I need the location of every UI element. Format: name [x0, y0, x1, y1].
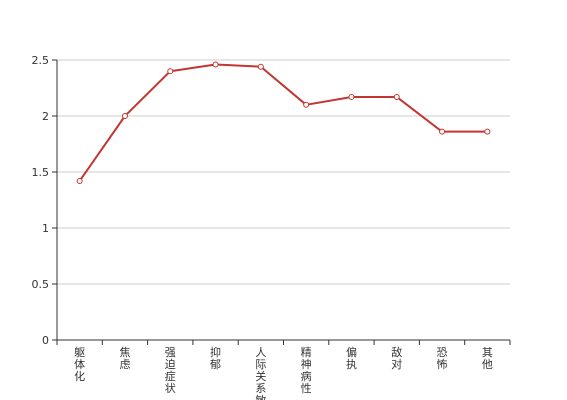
data-point[interactable] [393, 93, 400, 100]
x-category-label: 其他 [482, 346, 493, 371]
data-point[interactable] [121, 113, 128, 119]
x-tick-marks [56, 340, 511, 345]
x-category-label: 恐怖 [437, 346, 448, 371]
data-point[interactable] [348, 93, 355, 100]
y-tick-label: 0.5 [32, 278, 50, 291]
series [76, 61, 491, 184]
y-tick-label: 2 [42, 110, 49, 123]
data-point[interactable] [484, 128, 491, 135]
x-category-label: 抑郁 [210, 345, 221, 371]
grid-lines [52, 59, 510, 341]
data-point[interactable] [257, 63, 264, 70]
x-category-labels: 躯体化 焦虑 强迫症状 抑郁 人际关系敏感 精神病性 偏执 敌对 恐怖 其他 [74, 345, 493, 400]
y-tick-label: 0 [42, 334, 49, 347]
data-point[interactable] [439, 128, 446, 135]
x-category-label: 敌对 [391, 345, 402, 371]
x-category-label: 强迫症状 [165, 346, 176, 395]
x-category-label: 人际关系敏感 [255, 346, 266, 400]
series-line [78, 63, 488, 182]
x-category-label: 偏执 [346, 345, 357, 371]
y-tick-labels: 0 0.5 1 1.5 2 2.5 [32, 54, 50, 347]
y-tick-label: 1.5 [32, 166, 50, 179]
x-category-label: 精神病性 [301, 346, 312, 395]
x-category-label: 焦虑 [119, 346, 130, 371]
data-point[interactable] [303, 101, 310, 108]
data-point[interactable] [212, 61, 219, 68]
data-point[interactable] [167, 68, 174, 75]
x-category-label: 躯体化 [74, 346, 85, 383]
axes [56, 60, 510, 341]
data-point[interactable] [76, 177, 83, 184]
y-tick-label: 2.5 [32, 54, 50, 67]
y-tick-label: 1 [42, 222, 49, 235]
